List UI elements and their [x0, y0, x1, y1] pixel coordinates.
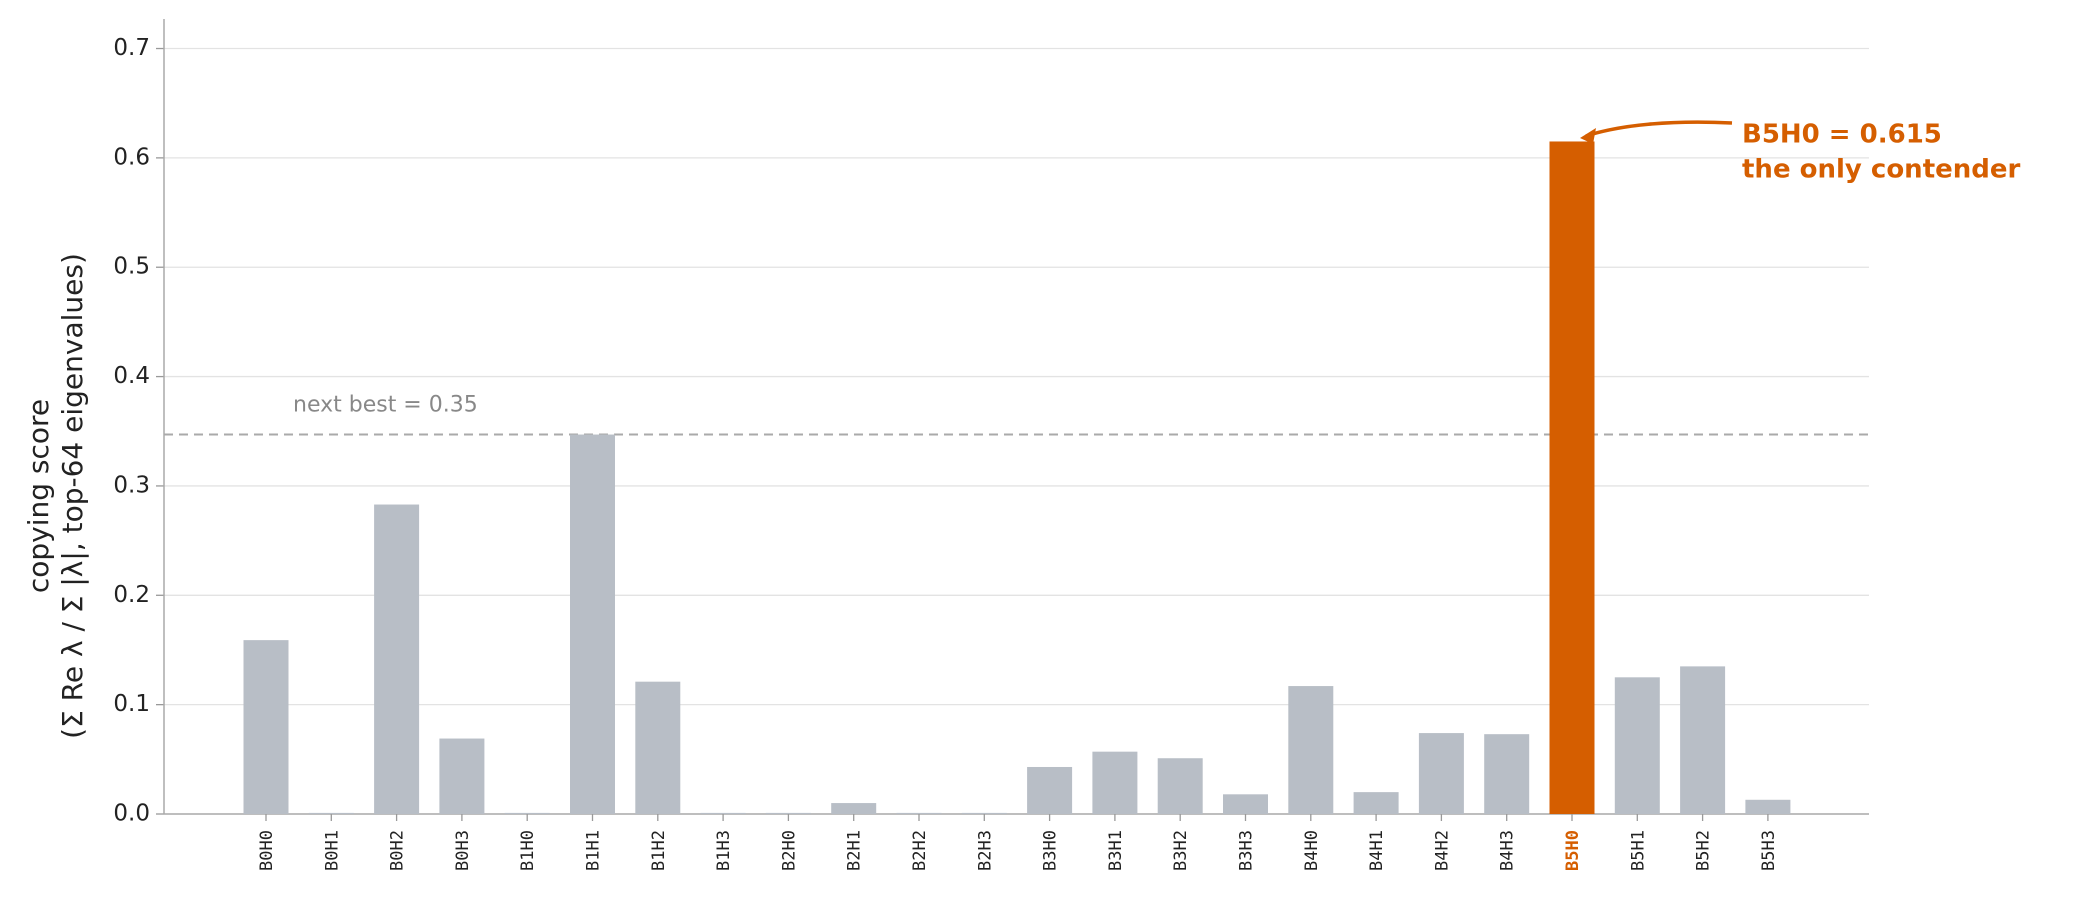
y-tick-label: 0.1 [113, 691, 150, 717]
annotation-arrow [1585, 120, 1733, 138]
x-tick-label: B5H0 [1563, 830, 1583, 871]
x-tick-label: B1H2 [649, 830, 669, 871]
bar [504, 812, 550, 814]
bar [570, 434, 615, 814]
x-tick-label: B2H0 [779, 830, 799, 871]
reference-label: next best = 0.35 [293, 393, 478, 418]
bar [439, 738, 485, 814]
bar [1027, 766, 1073, 814]
x-tick-label: B2H1 [845, 830, 865, 871]
bar [635, 681, 681, 814]
annotation: B5H0 = 0.615 [1742, 120, 1942, 150]
bar [831, 803, 877, 814]
y-axis-label: (Σ Re λ / Σ |λ|, top-64 eigenvalues) [56, 253, 89, 739]
bar [1092, 751, 1138, 814]
x-tick-label: B3H3 [1237, 830, 1257, 871]
x-tick-label: B5H1 [1628, 830, 1648, 871]
y-tick-label: 0.5 [113, 254, 150, 280]
x-tick-label: B5H3 [1759, 830, 1779, 871]
bar [1745, 799, 1791, 814]
x-tick-label: B1H1 [584, 830, 604, 871]
x-tick-label: B2H3 [975, 830, 995, 871]
x-tick-label: B4H3 [1498, 830, 1518, 871]
y-tick-label: 0.7 [113, 35, 150, 61]
x-tick-label: B1H0 [518, 830, 538, 871]
y-tick-label: 0.2 [113, 582, 150, 608]
bar [243, 640, 289, 814]
x-tick-label: B3H1 [1106, 830, 1126, 871]
arrow-head [1580, 128, 1596, 144]
x-tick-label: B0H2 [388, 830, 408, 871]
x-tick-label: B4H2 [1432, 830, 1452, 871]
y-tick-label: 0.6 [113, 144, 150, 170]
x-tick-label: B0H3 [453, 830, 473, 871]
x-tick-label: B3H2 [1171, 830, 1191, 871]
y-tick-label: 0.3 [113, 472, 150, 498]
bar [1549, 141, 1595, 814]
bar [1418, 733, 1464, 814]
bar [374, 504, 420, 814]
bar [1484, 734, 1530, 814]
x-tick-label: B1H3 [714, 830, 734, 871]
x-tick-label: B0H1 [322, 830, 342, 871]
x-tick-label: B4H1 [1367, 830, 1387, 871]
y-tick-label: 0.4 [113, 363, 150, 389]
bar [896, 812, 942, 814]
bar [1223, 794, 1268, 814]
bar [700, 812, 746, 814]
bar [1353, 792, 1399, 814]
y-tick-label: 0.0 [113, 801, 150, 827]
x-tick-label: B5H2 [1694, 830, 1714, 871]
bar [765, 812, 811, 814]
bar [1614, 677, 1660, 814]
bar [308, 812, 354, 814]
bar [1680, 666, 1726, 814]
x-tick-label: B3H0 [1041, 830, 1061, 871]
x-tick-label: B0H0 [257, 830, 277, 871]
annotation: the only contender [1742, 155, 2021, 185]
bar [1157, 758, 1203, 814]
bar [1288, 686, 1334, 814]
x-tick-label: B2H2 [910, 830, 930, 871]
bar [961, 812, 1007, 814]
x-tick-label: B4H0 [1302, 830, 1322, 871]
y-axis-label: copying score [22, 399, 55, 593]
